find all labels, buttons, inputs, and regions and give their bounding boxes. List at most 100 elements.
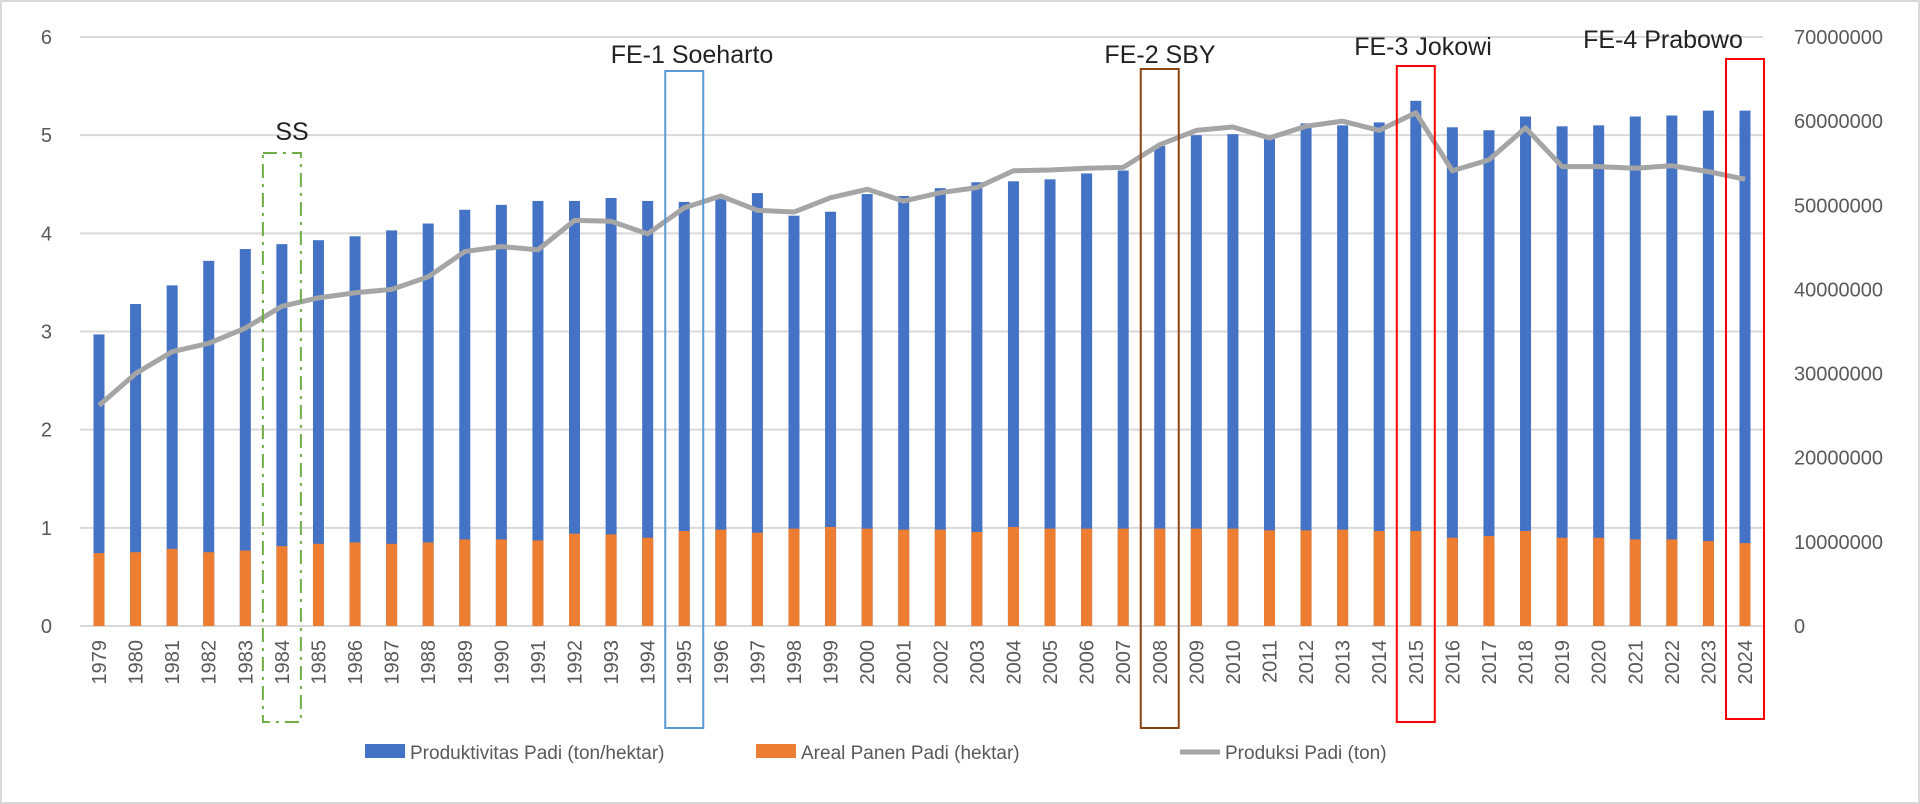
- productivity-bar: [532, 200, 544, 626]
- productivity-bar: [239, 249, 251, 627]
- y-tick-label: 3: [41, 322, 52, 344]
- harvest-area-bar: [166, 548, 178, 626]
- harvest-area-bar: [1702, 541, 1714, 626]
- productivity-bar: [788, 215, 800, 626]
- productivity-bar: [1520, 116, 1532, 626]
- productivity-bar: [349, 236, 361, 627]
- productivity-bar: [166, 285, 178, 626]
- y2-tick-label: 60000000: [1794, 111, 1883, 133]
- x-tick-label: 2017: [1479, 640, 1501, 685]
- productivity-bar: [130, 304, 142, 626]
- x-tick-label: 1982: [199, 640, 221, 685]
- harvest-area-bar: [1373, 531, 1385, 626]
- harvest-area-bar: [1593, 537, 1605, 626]
- productivity-bar: [934, 188, 946, 626]
- harvest-area-bar: [788, 528, 800, 626]
- x-tick-label: 1984: [272, 640, 294, 685]
- harvest-area-bar: [459, 539, 471, 626]
- productivity-bar: [459, 209, 471, 627]
- productivity-bar: [1629, 116, 1641, 626]
- y-tick-label: 4: [41, 223, 52, 245]
- x-tick-label: 1981: [162, 640, 184, 685]
- productivity-bar: [898, 196, 910, 626]
- annotation-label: FE-2 SBY: [1104, 41, 1215, 69]
- productivity-bar: [861, 194, 873, 627]
- harvest-area-bar: [130, 552, 142, 626]
- productivity-bar: [312, 240, 324, 626]
- x-tick-label: 2006: [1077, 640, 1099, 685]
- harvest-area-bar: [1190, 528, 1202, 626]
- annotation-label: FE-1 Soeharto: [611, 41, 774, 69]
- productivity-bar: [751, 193, 763, 626]
- y-tick-label: 6: [41, 27, 52, 49]
- annotation-label: FE-3 Jokowi: [1354, 33, 1492, 61]
- x-tick-label: 2004: [1003, 640, 1025, 685]
- x-tick-label: 1990: [491, 640, 513, 685]
- harvest-area-bar: [934, 529, 946, 626]
- x-tick-label: 2023: [1698, 640, 1720, 685]
- harvest-area-bar: [751, 532, 763, 626]
- productivity-bar: [1483, 130, 1495, 626]
- productivity-bar: [605, 197, 617, 626]
- y-tick-label: 2: [41, 420, 52, 442]
- x-tick-label: 1979: [89, 640, 111, 685]
- productivity-bar: [1081, 173, 1093, 626]
- harvest-area-bar: [1044, 528, 1056, 626]
- productivity-bar: [203, 260, 215, 626]
- x-tick-label: 2015: [1406, 640, 1428, 685]
- y2-tick-label: 30000000: [1794, 364, 1883, 386]
- x-tick-label: 1993: [601, 640, 623, 685]
- harvest-area-bar: [1410, 531, 1422, 626]
- production-line: [97, 110, 1746, 408]
- x-tick-label: 2007: [1113, 640, 1135, 685]
- legend-label: Produktivitas Padi (ton/hektar): [410, 743, 665, 764]
- productivity-bar: [971, 182, 983, 626]
- harvest-area-bar: [1337, 529, 1349, 626]
- x-tick-label: 1986: [345, 640, 367, 685]
- harvest-area-bar: [1666, 539, 1678, 626]
- annotation-box: [261, 152, 302, 723]
- productivity-bar: [678, 201, 690, 627]
- productivity-bar: [495, 204, 507, 627]
- x-tick-label: 2022: [1662, 640, 1684, 685]
- x-tick-label: 2021: [1625, 640, 1647, 685]
- productivity-bar: [93, 334, 105, 626]
- productivity-bar: [1702, 110, 1714, 626]
- productivity-bar: [1117, 170, 1129, 627]
- productivity-bar: [1227, 134, 1239, 626]
- legend-swatch: [756, 744, 796, 758]
- harvest-area-bar: [1300, 530, 1312, 626]
- productivity-bar: [1007, 181, 1019, 626]
- x-tick-label: 1983: [235, 640, 257, 685]
- x-tick-label: 1997: [747, 640, 769, 685]
- harvest-area-bar: [1154, 528, 1166, 626]
- annotation-box: [664, 70, 705, 729]
- harvest-area-bar: [715, 529, 727, 626]
- x-tick-label: 2016: [1442, 640, 1464, 685]
- productivity-bar: [1263, 139, 1275, 627]
- x-tick-label: 2019: [1552, 640, 1574, 685]
- productivity-bar: [276, 244, 288, 627]
- x-tick-label: 1994: [638, 640, 660, 685]
- x-tick-label: 1998: [784, 640, 806, 685]
- x-tick-label: 2008: [1150, 640, 1172, 685]
- harvest-area-bar: [93, 553, 105, 626]
- x-tick-label: 1995: [674, 640, 696, 685]
- x-tick-label: 1996: [711, 640, 733, 685]
- y2-tick-label: 50000000: [1794, 195, 1883, 217]
- productivity-bar: [1154, 145, 1166, 626]
- productivity-bar: [1044, 179, 1056, 626]
- harvest-area-bar: [1117, 528, 1129, 626]
- harvest-area-bar: [495, 539, 507, 626]
- x-tick-label: 1988: [418, 640, 440, 685]
- productivity-bar: [1373, 122, 1385, 626]
- y2-tick-label: 20000000: [1794, 448, 1883, 470]
- productivity-bar: [1410, 100, 1422, 626]
- harvest-area-bar: [1446, 537, 1458, 626]
- harvest-area-bar: [1081, 528, 1093, 626]
- productivity-bar: [386, 230, 398, 626]
- x-tick-label: 2003: [967, 640, 989, 685]
- x-tick-label: 2018: [1516, 640, 1538, 685]
- productivity-bar: [1300, 123, 1312, 627]
- annotation-box: [1395, 65, 1436, 723]
